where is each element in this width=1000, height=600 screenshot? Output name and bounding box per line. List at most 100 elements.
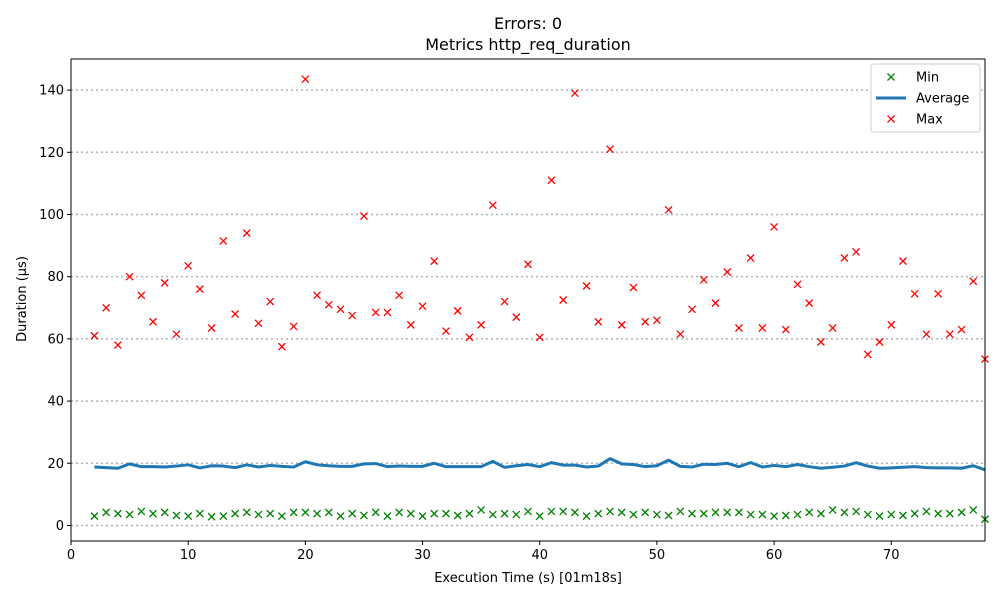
- max-point: [535, 333, 544, 342]
- max-point: [219, 236, 228, 245]
- min-point: [430, 509, 439, 518]
- min-point: [336, 512, 345, 521]
- max-point: [242, 229, 251, 238]
- min-point: [348, 509, 357, 518]
- max-point: [629, 283, 638, 292]
- max-point: [336, 305, 345, 314]
- min-point: [160, 508, 169, 517]
- legend-swatch: [887, 115, 895, 123]
- y-tick-label: 100: [39, 208, 64, 223]
- max-point: [594, 317, 603, 326]
- max-point: [125, 272, 134, 281]
- max-point: [863, 350, 872, 359]
- x-tick-label: 10: [180, 548, 197, 563]
- max-point: [570, 89, 579, 98]
- max-point: [922, 330, 931, 339]
- y-tick-label: 20: [47, 457, 64, 472]
- max-point: [348, 311, 357, 320]
- min-point: [594, 509, 603, 518]
- min-point: [219, 512, 228, 521]
- legend: Min Average Max: [870, 63, 981, 133]
- max-point: [887, 320, 896, 329]
- min-point: [242, 508, 251, 517]
- max-point: [582, 282, 591, 290]
- y-tick-label: 0: [56, 519, 64, 534]
- legend-item-max: Max: [887, 113, 943, 128]
- min-point: [535, 512, 544, 521]
- gridlines: [71, 89, 985, 527]
- series-max: [90, 75, 989, 364]
- max-point: [184, 261, 193, 270]
- plot-area: [90, 75, 989, 524]
- min-point: [383, 512, 392, 521]
- min-point: [137, 507, 146, 516]
- max-point: [617, 320, 626, 329]
- x-axis: 0 10 20 30 40 50 60 70: [67, 541, 900, 563]
- min-point: [395, 508, 404, 517]
- min-point: [195, 509, 204, 518]
- max-point: [453, 306, 462, 315]
- y-tick-label: 80: [47, 270, 64, 285]
- max-point: [512, 313, 521, 322]
- y-tick-label: 140: [39, 84, 64, 99]
- min-point: [793, 510, 802, 519]
- min-point: [606, 507, 614, 516]
- max-point: [676, 330, 685, 339]
- legend-label: Average: [916, 92, 969, 107]
- max-point: [711, 299, 720, 308]
- max-point: [160, 278, 169, 287]
- max-point: [899, 257, 907, 266]
- max-point: [664, 205, 673, 214]
- min-point: [746, 510, 755, 519]
- max-point: [805, 299, 814, 308]
- min-point: [359, 511, 368, 520]
- max-point: [418, 302, 427, 311]
- y-tick-label: 60: [47, 332, 64, 347]
- min-point: [828, 505, 837, 514]
- min-point: [570, 508, 579, 517]
- max-point: [488, 201, 497, 210]
- min-point: [149, 509, 157, 518]
- min-point: [488, 510, 497, 519]
- min-point: [313, 509, 322, 518]
- average-line: [94, 457, 986, 472]
- min-point: [934, 509, 943, 518]
- min-point: [629, 510, 638, 519]
- min-point: [734, 508, 743, 517]
- max-point: [324, 300, 333, 309]
- min-point: [852, 507, 861, 516]
- max-point: [231, 310, 240, 318]
- min-point: [301, 508, 310, 517]
- min-point: [418, 512, 427, 521]
- min-point: [277, 512, 286, 521]
- legend-item-min: Min: [887, 71, 939, 86]
- max-point: [383, 308, 392, 317]
- legend-label: Min: [916, 71, 939, 86]
- plot-frame: [70, 58, 986, 542]
- min-point: [758, 510, 767, 519]
- x-tick-label: 50: [649, 548, 666, 563]
- max-point: [395, 291, 404, 300]
- min-point: [172, 511, 181, 520]
- min-point: [406, 509, 415, 518]
- min-point: [699, 509, 708, 518]
- min-point: [113, 509, 122, 518]
- min-point: [945, 509, 954, 518]
- min-point: [289, 508, 298, 517]
- y-tick-label: 40: [47, 395, 64, 410]
- max-point: [524, 260, 532, 269]
- x-tick-label: 70: [883, 548, 900, 563]
- min-point: [922, 507, 931, 516]
- max-point: [90, 331, 99, 340]
- max-point: [371, 308, 380, 317]
- min-point: [969, 505, 978, 514]
- max-point: [793, 280, 802, 289]
- min-point: [641, 508, 650, 517]
- x-tick-label: 30: [414, 548, 431, 563]
- max-point: [313, 291, 322, 300]
- max-point: [254, 319, 263, 328]
- max-point: [301, 75, 310, 84]
- min-point: [324, 508, 333, 517]
- min-point: [559, 507, 568, 516]
- max-point: [723, 268, 732, 276]
